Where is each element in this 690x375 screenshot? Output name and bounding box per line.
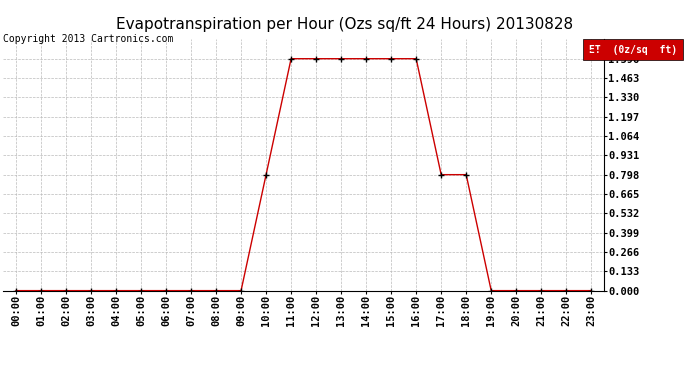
Text: Copyright 2013 Cartronics.com: Copyright 2013 Cartronics.com	[3, 34, 174, 44]
Text: Evapotranspiration per Hour (Ozs sq/ft 24 Hours) 20130828: Evapotranspiration per Hour (Ozs sq/ft 2…	[117, 17, 573, 32]
Text: ET  (0z/sq  ft): ET (0z/sq ft)	[589, 45, 677, 55]
